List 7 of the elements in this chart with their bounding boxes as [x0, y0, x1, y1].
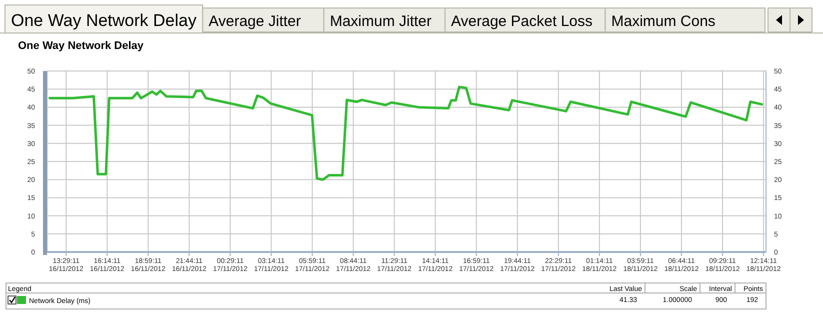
line-series: [48, 86, 764, 181]
text: Average Jitter: [208, 13, 301, 30]
text: Maximum Jitter: [330, 13, 432, 30]
text: Maximum Cons: [611, 13, 716, 30]
chart-title: One Way Network Delay: [18, 40, 144, 52]
text: Average Packet Loss: [451, 13, 593, 30]
text: One Way Network Delay: [11, 11, 197, 30]
